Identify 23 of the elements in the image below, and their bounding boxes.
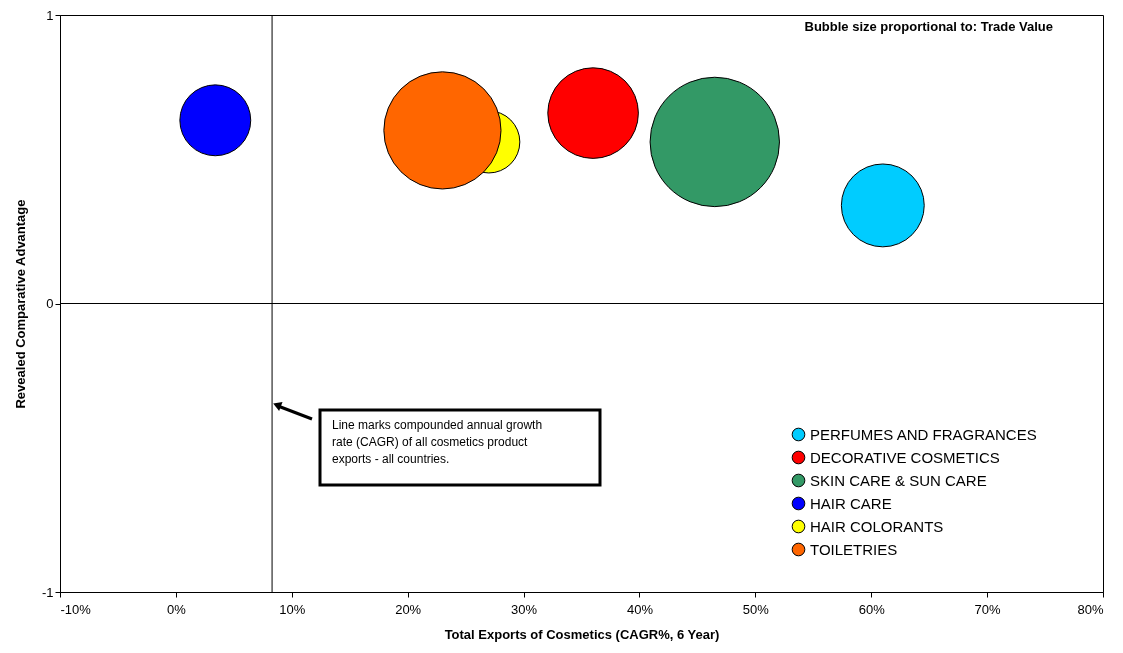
y-tick-label: 0 bbox=[46, 296, 54, 311]
y-tick-label: 1 bbox=[46, 7, 54, 23]
y-tick-label: -1 bbox=[41, 584, 54, 600]
annotation: Line marks compounded annual growth rate (CAGR) of all cosmetics product exports - all countries. bbox=[332, 418, 543, 466]
legend-label: PERFUMES AND FRAGRANCES bbox=[810, 425, 1037, 443]
x-tick-label: 40% bbox=[626, 601, 654, 617]
x-tick-label: 70% bbox=[974, 601, 1002, 617]
x-tick-label: 60% bbox=[858, 601, 886, 617]
annotation: Bubble size proportional to: Trade Value bbox=[804, 19, 1053, 34]
x-tick-label: 10% bbox=[279, 601, 306, 617]
x-tick-label: 20% bbox=[395, 601, 422, 617]
x-axis-title: Total Exports of Cosmetics (CAGR%, 6 Year) bbox=[444, 626, 720, 642]
y-axis-title: Revealed Comparative Advantage bbox=[12, 199, 28, 409]
x-tick-label: 30% bbox=[511, 601, 538, 617]
x-tick-label: -10% bbox=[60, 601, 92, 617]
legend-label: HAIR CARE bbox=[810, 494, 892, 512]
x-tick-label: 50% bbox=[742, 601, 770, 617]
legend-label: DECORATIVE COSMETICS bbox=[810, 448, 1000, 466]
legend-label: TOILETRIES bbox=[810, 540, 898, 558]
legend-label: HAIR COLORANTS bbox=[810, 517, 944, 535]
x-tick-label: 0% bbox=[166, 601, 187, 617]
x-tick-label: 80% bbox=[1077, 601, 1104, 617]
legend-label: SKIN CARE & SUN CARE bbox=[810, 471, 987, 489]
